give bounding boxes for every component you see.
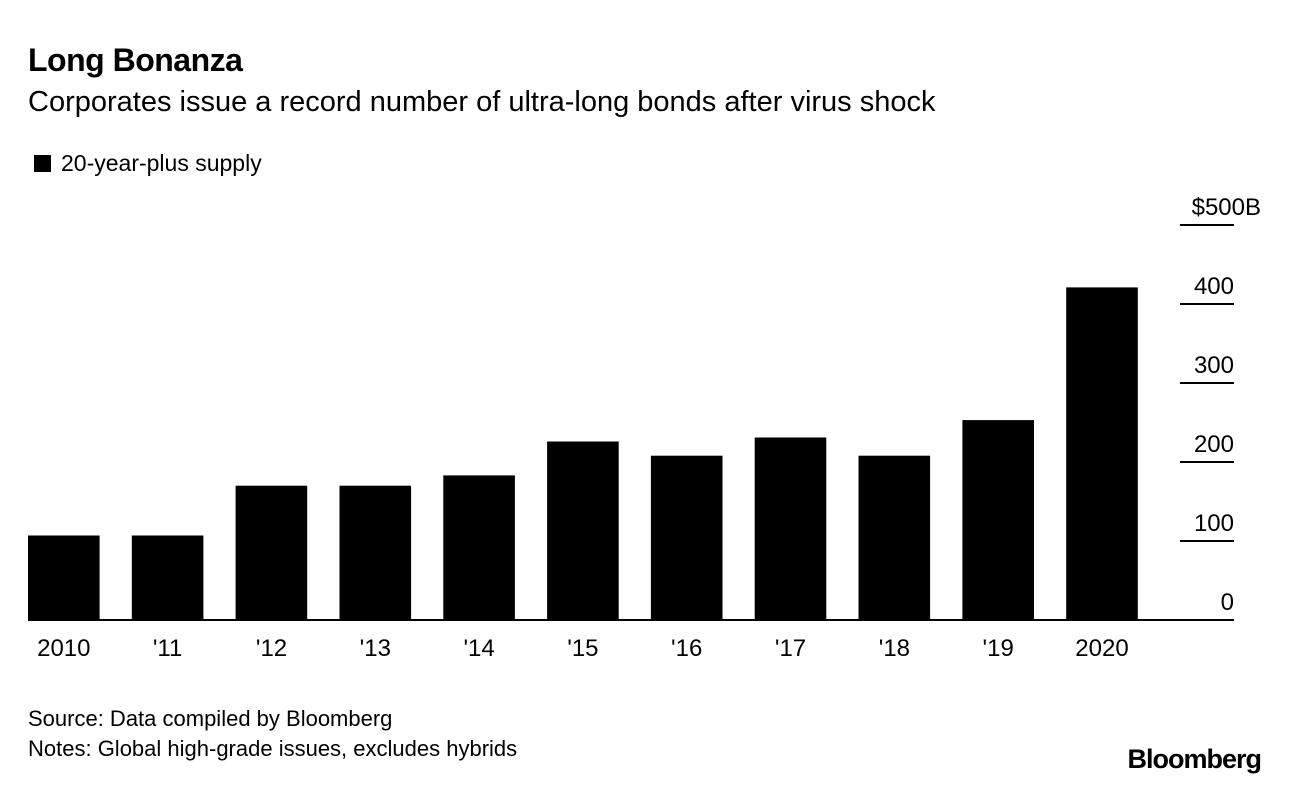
bar-10 — [1066, 287, 1138, 620]
y-tick-label: 400 — [1194, 273, 1234, 300]
chart-subtitle: Corporates issue a record number of ultr… — [28, 86, 936, 118]
bar-1 — [131, 535, 204, 620]
bar-8 — [858, 455, 931, 620]
chart-title: Long Bonanza — [28, 42, 243, 78]
bar-0 — [28, 535, 100, 620]
bar-3 — [339, 485, 412, 620]
x-tick-label: 2020 — [1075, 635, 1128, 662]
footnotes: Source: Data compiled by Bloomberg Notes… — [28, 704, 517, 764]
y-tick-label: 0 — [1221, 589, 1234, 616]
y-tick-label: 100 — [1194, 510, 1234, 537]
y-tick-label: $500B — [1192, 194, 1261, 221]
y-tick-label: 300 — [1194, 352, 1234, 379]
y-tick-label: 200 — [1194, 431, 1234, 458]
notes-text: Notes: Global high-grade issues, exclude… — [28, 736, 518, 761]
x-tick-label: '15 — [567, 635, 598, 662]
bar-4 — [443, 475, 515, 620]
x-tick-label: '19 — [983, 635, 1014, 662]
x-tick-label: '17 — [775, 635, 806, 662]
x-tick-label: '18 — [879, 635, 910, 662]
bar-2 — [235, 485, 308, 620]
legend-label: 20-year-plus supply — [61, 150, 262, 176]
x-tick-label: '14 — [463, 635, 494, 662]
x-tick-label: 2010 — [37, 635, 90, 662]
x-tick-label: '12 — [256, 635, 287, 662]
x-tick-label: '16 — [671, 635, 702, 662]
bar-5 — [547, 441, 619, 620]
bar-6 — [650, 455, 723, 620]
x-tick-label: '11 — [153, 635, 183, 662]
source-note: Source: Data compiled by Bloomberg — [28, 706, 393, 731]
legend: 20-year-plus supply — [34, 150, 262, 177]
legend-swatch — [34, 155, 51, 172]
x-tick-label: '13 — [360, 635, 391, 662]
bar-7 — [754, 437, 827, 620]
bloomberg-logo: Bloomberg — [1127, 744, 1262, 774]
bar-9 — [962, 420, 1034, 620]
